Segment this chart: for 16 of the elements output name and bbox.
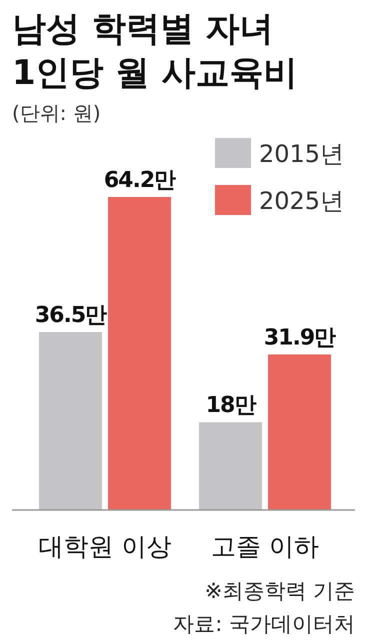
data-label: 18만 (206, 393, 256, 418)
bar (108, 197, 171, 510)
legend-label: 2015년 (259, 140, 344, 168)
bar (268, 354, 331, 510)
chart-subtitle: (단위: 원) (12, 101, 101, 125)
data-label: 64.2만 (104, 168, 176, 193)
x-tick-label: 고졸 이하 (211, 532, 319, 561)
x-tick-label: 대학원 이상 (38, 532, 172, 561)
data-label: 31.9만 (264, 325, 336, 350)
legend-label: 2025년 (259, 187, 344, 215)
chart-title: 남성 학력별 자녀 1인당 월 사교육비 (12, 9, 298, 93)
text: ※최종학력 기준 (204, 579, 355, 603)
text: 자료: 국가데이터처 (173, 612, 355, 636)
bar (39, 332, 102, 510)
data-label: 36.5만 (34, 303, 108, 328)
bar (199, 422, 262, 510)
